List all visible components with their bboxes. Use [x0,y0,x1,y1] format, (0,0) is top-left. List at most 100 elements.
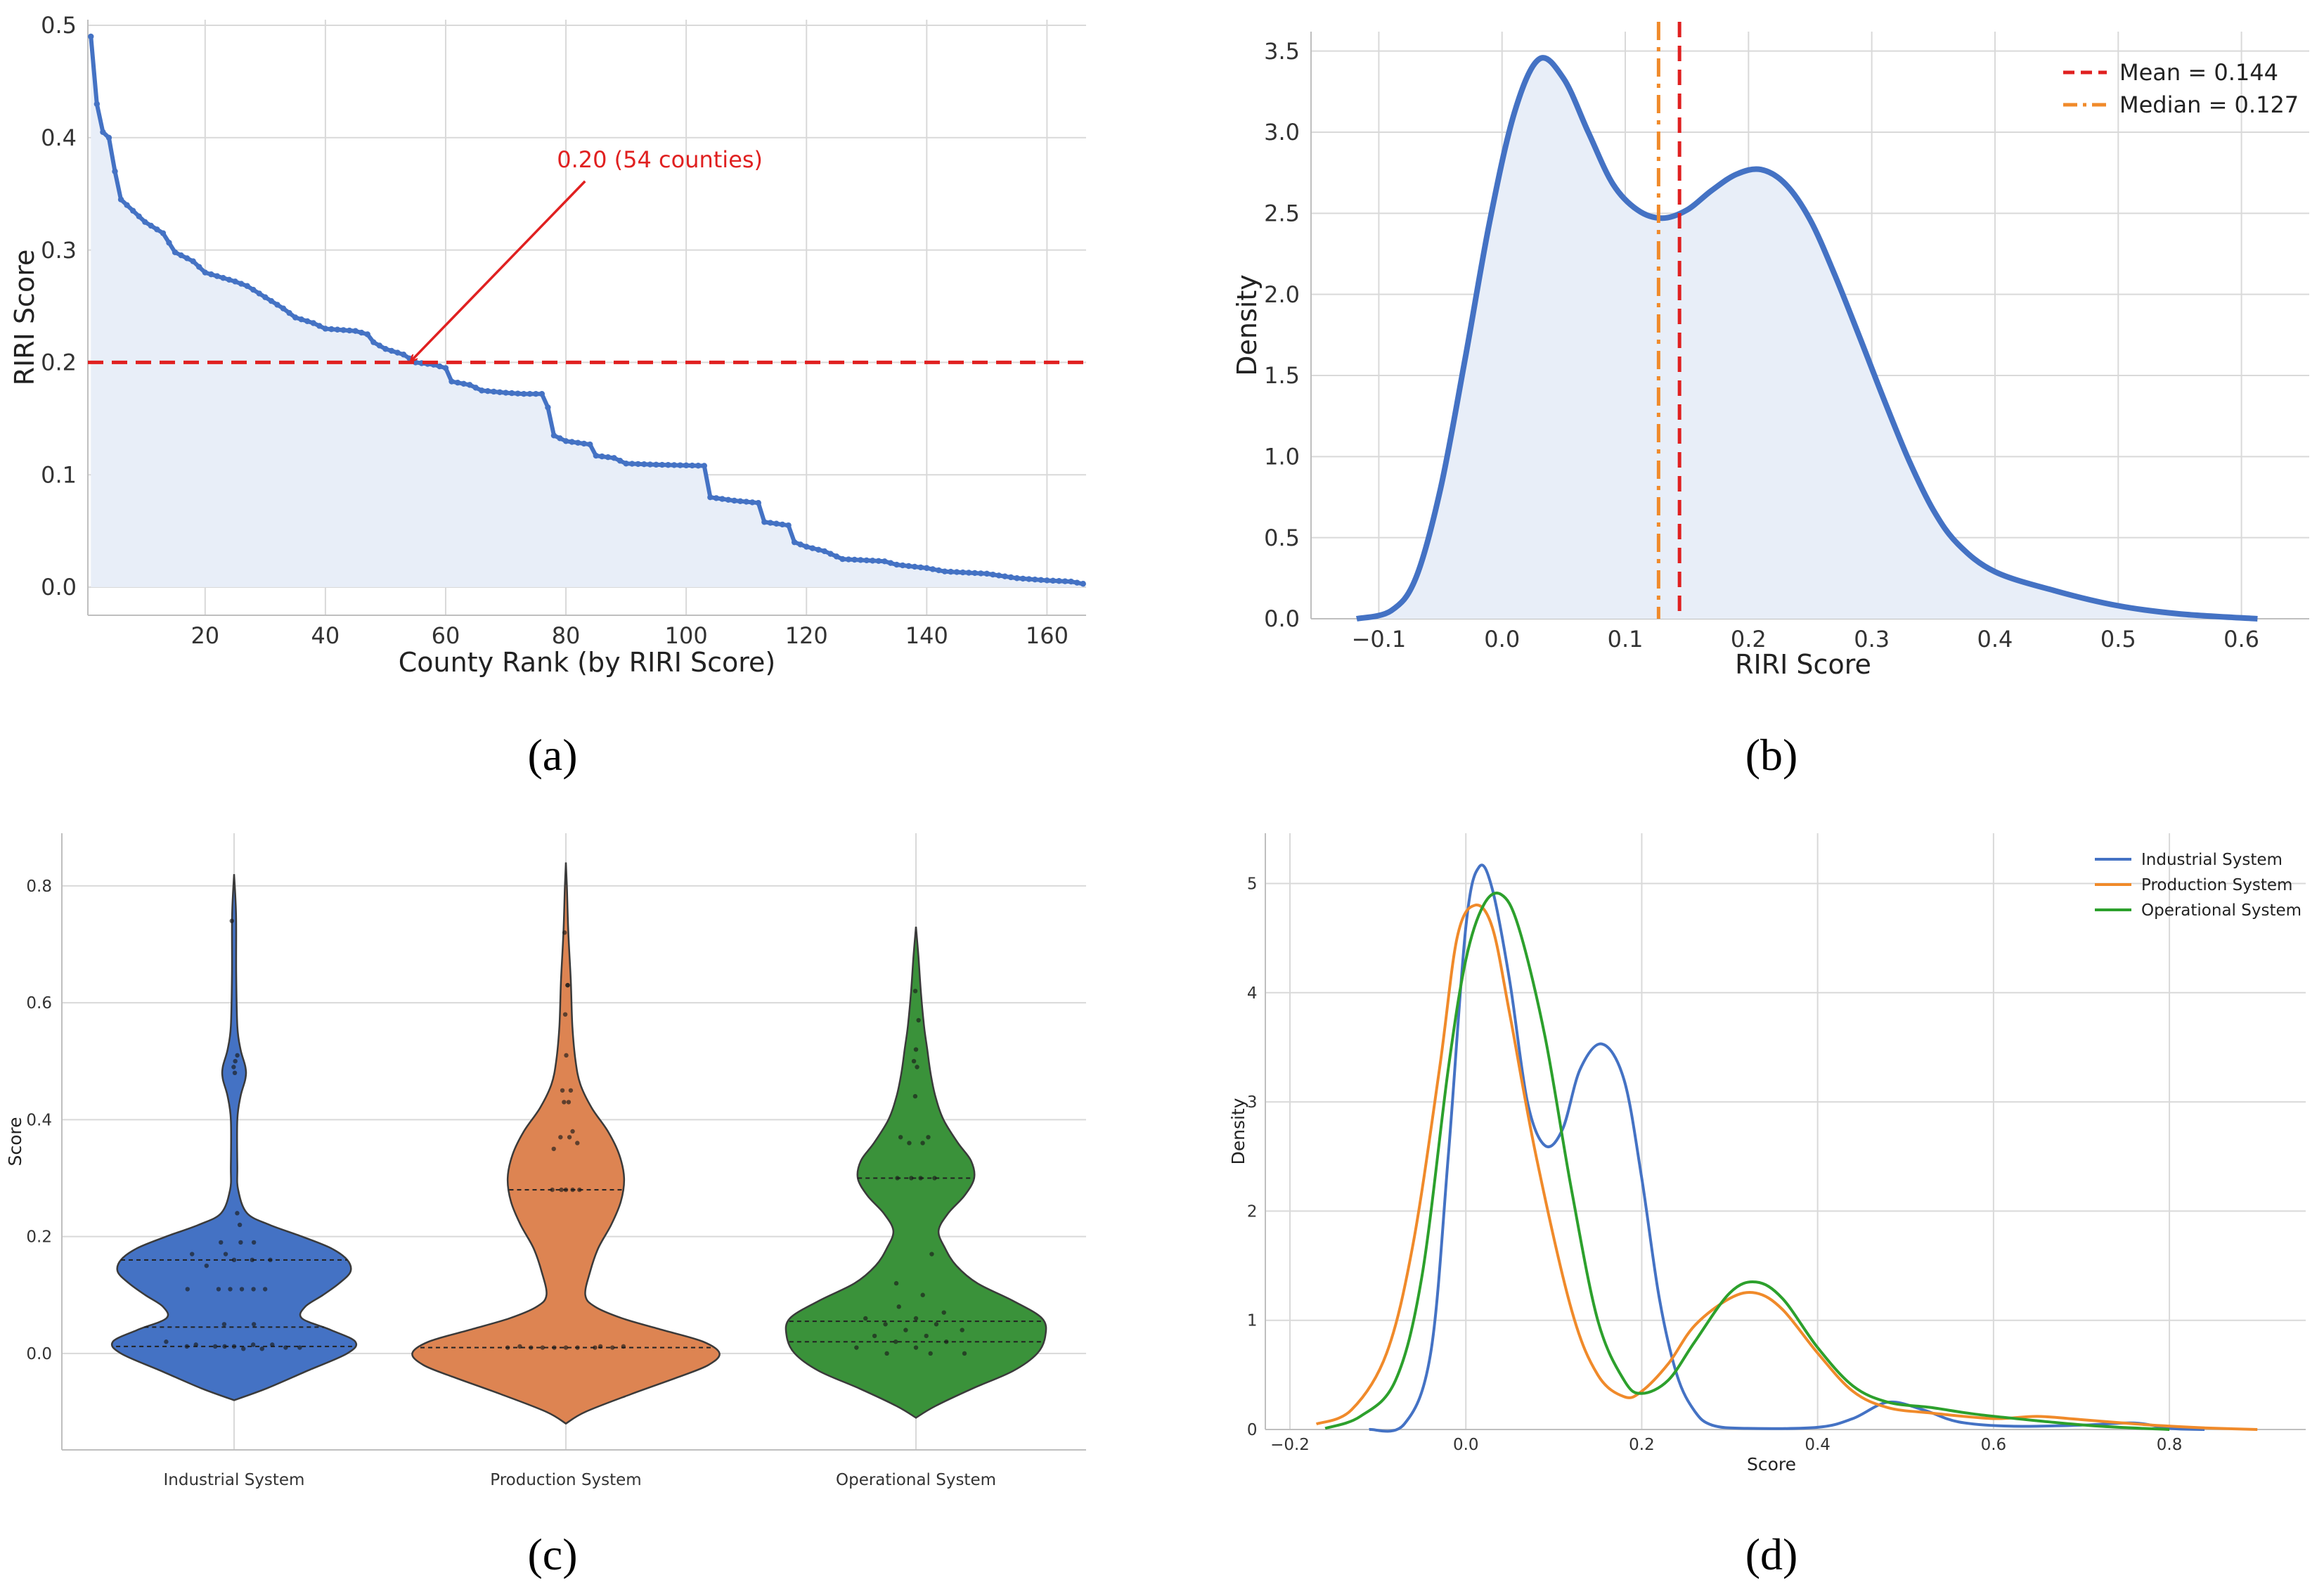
x-tick-label: −0.1 [1352,626,1407,653]
kde-line [1324,892,2170,1431]
series-point [755,499,761,506]
strip-point [223,1252,228,1257]
series-point [117,196,124,203]
strip-point [565,982,570,988]
series-point [533,390,539,397]
series-point [948,568,954,575]
strip-point [913,1316,919,1321]
strip-point [219,1240,224,1245]
y-tick-label: 0.3 [41,237,77,264]
series-point [725,496,732,503]
strip-point [926,1135,931,1140]
series-point [845,556,852,563]
y-tick-label: 2.0 [1264,281,1300,308]
series-point [376,342,383,349]
strip-point [903,1328,908,1332]
strip-point [239,1287,245,1292]
strip-point [250,1342,256,1347]
series-point [124,202,130,208]
series-point [773,520,780,527]
series-point [178,252,184,259]
x-tick-label: 140 [905,622,948,649]
y-axis-label: Density [1232,274,1263,375]
chart-d: Industrial System Production System Operat… [1228,833,2306,1474]
series-point [1061,578,1069,584]
density-line [1355,55,2258,622]
x-tick-label: 20 [191,622,219,649]
series-point [190,258,196,264]
x-tick-label: −0.2 [1270,1436,1310,1454]
panel-label-d: (d) [1745,1529,1798,1579]
y-tick-label: 0.0 [26,1345,52,1363]
y-axis-label: RIRI Score [9,250,40,386]
y-tick-label: 2 [1247,1202,1258,1221]
series-point [148,222,155,229]
strip-point [962,1351,967,1356]
strip-point [297,1345,302,1350]
strip-point [232,1070,238,1076]
y-tick-label: 3.0 [1264,119,1300,146]
series-point [1002,573,1008,579]
series-point [359,329,365,336]
series-point [924,565,930,572]
series-point [304,318,311,325]
series-point [183,255,191,262]
series-point [767,520,774,526]
strip-point [909,1176,914,1181]
strip-point [212,1344,218,1349]
strip-point [231,1344,237,1349]
strip-point [241,1346,246,1351]
y-tick-label: 0.2 [26,1228,52,1247]
series-point [569,439,575,445]
series-point [160,230,167,236]
kde-line [1315,904,2258,1431]
series-point [286,309,292,316]
series-point [995,572,1002,579]
series-point [562,438,569,444]
series-point [334,326,341,333]
series-point [929,566,936,572]
series-point [256,290,262,297]
series-point [912,563,918,570]
strip-point [270,1342,275,1347]
strip-point [562,930,567,935]
series-point [917,564,924,571]
strip-point [259,1346,264,1351]
strip-point [883,1322,888,1327]
y-tick-label: 0.6 [26,994,52,1013]
density-area [1356,58,2258,619]
series-point [574,439,581,446]
x-tick-label: 0.5 [2100,626,2136,653]
series-point [136,213,142,219]
strip-point [854,1345,859,1350]
strip-point [568,1088,574,1093]
series-area [91,37,1083,588]
strip-point [251,1287,256,1292]
strip-point [920,1292,925,1297]
series-point [863,557,870,564]
series-point [208,271,214,278]
series-point [214,273,221,279]
series-point [310,320,316,326]
strip-point [216,1287,221,1292]
strip-point [575,1141,580,1145]
x-tick-label: 0.8 [2157,1436,2183,1454]
strip-point [929,1252,934,1257]
series-point [731,497,737,504]
series-point [388,347,395,354]
strip-point [563,1345,569,1350]
series-point [479,387,485,394]
series-point [538,390,546,397]
strip-point [863,1316,868,1321]
strip-point [204,1263,209,1268]
series-point [491,388,497,395]
strip-point [928,1351,933,1356]
x-tick-label: 0.0 [1453,1436,1479,1454]
strip-point [235,1211,240,1216]
series-point [581,440,587,447]
series-point [779,521,786,528]
strip-point [893,1280,899,1286]
x-axis-label: County Rank (by RIRI Score) [399,647,776,678]
series-point [1056,578,1062,584]
strip-point [550,1187,555,1193]
